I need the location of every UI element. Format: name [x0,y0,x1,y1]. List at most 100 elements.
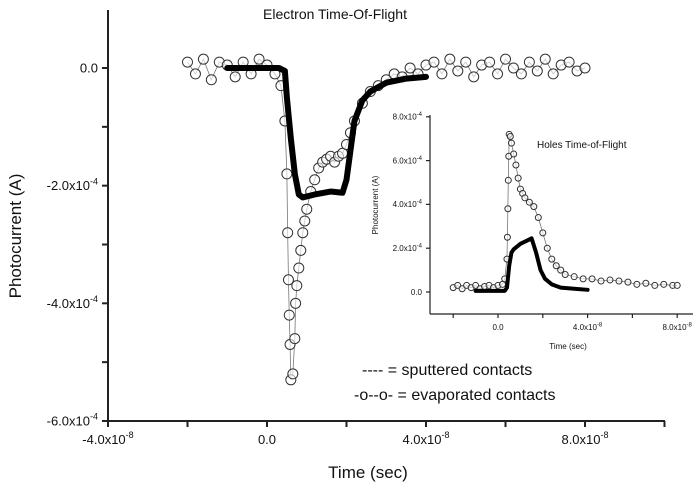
tick-exponent: -4 [417,200,423,206]
main-x-tick-label: 0.0 [258,432,276,447]
inset-evaporated-point [521,194,529,202]
inset-x-tick-label: 4.0x10-8 [573,322,603,332]
inset-evaporated-point [504,205,512,213]
inset-y-tick-label: 4.0x10-4 [393,200,423,210]
inset-evaporated-point [633,280,641,288]
tick-exponent: -4 [90,412,98,422]
main-evaporated-point [515,68,527,80]
main-y-axis-label: Photocurrent (A) [6,174,25,299]
main-evaporated-point [282,274,294,286]
inset-evaporated-point [514,174,522,182]
inset-evaporated-point [548,255,556,263]
tick-exponent: -4 [90,176,98,186]
tick-exponent: -8 [442,430,450,440]
main-chart-title: Electron Time-Of-Flight [263,6,407,22]
inset-evaporated-point [552,262,560,270]
tick-exponent: -4 [417,156,423,162]
main-evaporated-point [523,56,535,68]
main-evaporated-point [547,68,559,80]
tick-exponent: -4 [417,112,423,118]
main-evaporated-point [205,74,217,86]
main-evaporated-point [253,53,265,65]
inset-evaporated-point [660,280,668,288]
main-plot: -4.0x10-8 0.0 4.0x10-8 8.0x10-8 0.0 -2.0x10-4… [47,10,666,447]
main-evaporated-point [444,53,456,65]
inset-evaporated-point [506,133,514,141]
main-evaporated-point [283,309,295,321]
main-evaporated-point [282,227,294,239]
main-evaporated-point [301,203,313,215]
inset-evaporated-point [597,277,605,285]
main-evaporated-point [189,68,201,80]
inset-plot: 0.0 4.0x10-8 8.0x10-8 0.0 2.0x10-4 4.0x10-4 6.… [393,112,693,332]
main-evaporated-point [291,280,303,292]
main-evaporated-point [531,65,543,77]
main-evaporated-point [579,62,591,74]
inset-evaporated-connector [453,134,678,290]
inset-evaporated-point [557,266,565,274]
inset-chart-title: Holes Time-of-Flight [537,140,627,151]
main-y-tick-label: 0.0 [80,61,98,76]
inset-evaporated-point [507,139,515,147]
tick-exponent: -8 [126,430,134,440]
main-evaporated-point [460,56,472,68]
main-evaporated-point [197,53,209,65]
inset-y-tick-label: 8.0x10-4 [393,112,423,122]
main-evaporated-point [500,53,511,65]
inset-evaporated-point [673,281,681,289]
main-y-tick-label: -6.0x10-4 [47,412,98,429]
inset-evaporated-point [642,279,650,287]
inset-sputtered-line [473,236,590,293]
inset-evaporated-point [504,176,512,184]
main-x-tick-label: 8.0x10-8 [561,430,608,447]
main-x-axis-label: Time (sec) [328,463,408,482]
main-evaporated-point [563,56,575,68]
inset-x-axis-label: Time (sec) [549,342,587,351]
inset-x-tick-label: 8.0x10-8 [663,322,693,332]
main-evaporated-point [289,333,301,345]
inset-y-tick-label: 6.0x10-4 [393,156,423,166]
inset-evaporated-point [543,244,551,252]
main-evaporated-point [492,68,504,80]
inset-evaporated-point [503,233,511,241]
main-evaporated-point [229,71,241,83]
main-y-tick-label: -4.0x10-4 [47,294,98,311]
inset-evaporated-point [539,229,547,237]
inset-evaporated-point [570,273,578,281]
main-y-tick-label: -2.0x10-4 [47,176,98,193]
main-evaporated-point [309,174,321,186]
main-evaporated-point [182,56,193,68]
tick-exponent: -4 [417,243,423,249]
main-evaporated-point [436,68,448,80]
main-evaporated-point [295,244,307,256]
main-evaporated-point [539,53,551,65]
inset-evaporated-point [510,150,518,158]
inset-evaporated-point [512,161,520,169]
main-evaporated-point [484,56,496,68]
main-evaporated-point [299,215,311,227]
main-evaporated-point [293,262,305,274]
inset-evaporated-point [561,270,569,278]
tick-exponent: -4 [90,294,98,304]
main-evaporated-point [287,368,299,380]
main-evaporated-point [428,56,440,68]
inset-evaporated-point [534,214,542,222]
inset-evaporated-point [588,275,596,283]
main-evaporated-connector [187,58,586,380]
inset-y-axis-label: Photocurrent (A) [371,175,380,234]
inset-evaporated-point [615,277,623,285]
main-evaporated-point [507,62,519,74]
inset-y-tick-label: 0.0 [411,288,423,297]
inset-x-tick-label: 0.0 [492,323,504,332]
inset-evaporated-point [651,281,659,289]
tick-exponent: -8 [601,430,609,440]
inset-y-tick-label: 2.0x10-4 [393,243,423,253]
main-evaporated-point [297,227,309,239]
main-evaporated-point [452,65,464,77]
legend-entry-sputtered: ---- = sputtered contacts [362,362,532,379]
inset-evaporated-point [525,198,533,206]
main-evaporated-point [404,62,416,74]
tick-exponent: -8 [687,322,693,328]
legend-entry-evaporated: -o--o- = evaporated contacts [354,387,555,404]
